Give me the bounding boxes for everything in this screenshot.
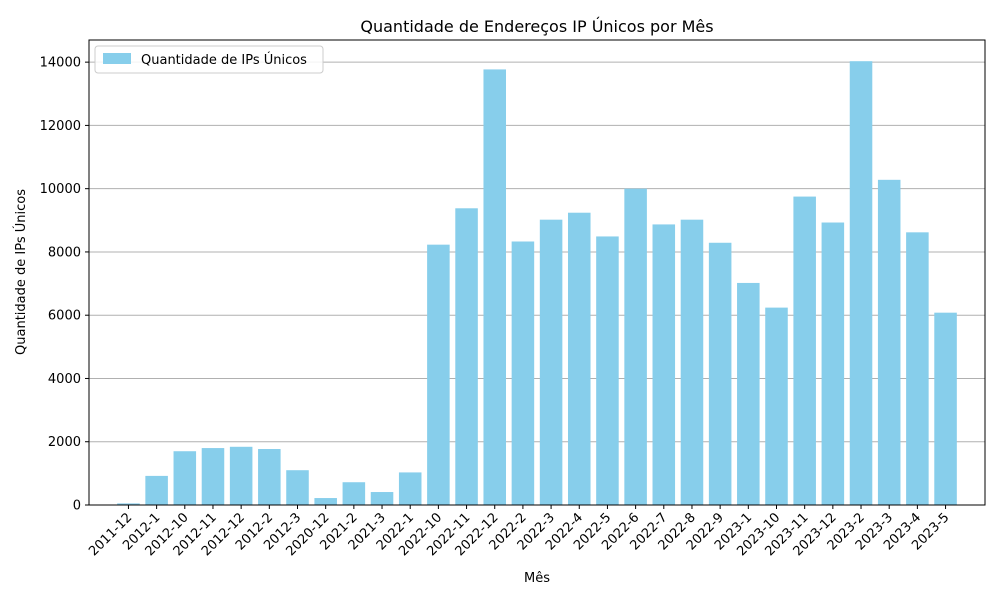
- chart-title: Quantidade de Endereços IP Únicos por Mê…: [360, 17, 713, 36]
- y-tick-label: 6000: [48, 309, 81, 324]
- bar: [906, 232, 929, 505]
- bar: [427, 244, 450, 505]
- bar: [455, 208, 478, 506]
- bar: [765, 307, 788, 505]
- x-axis: 2011-122012-12012-102012-112012-122012-2…: [86, 505, 952, 559]
- bar: [539, 219, 563, 505]
- bar: [229, 446, 253, 505]
- y-tick-label: 0: [73, 499, 81, 514]
- y-tick-label: 2000: [48, 435, 81, 450]
- bar: [398, 472, 422, 505]
- bar: [680, 219, 704, 505]
- y-tick-label: 10000: [40, 182, 81, 197]
- bar: [624, 188, 647, 505]
- bar: [877, 179, 901, 505]
- y-tick-label: 12000: [40, 119, 81, 134]
- plot-frame: [88, 39, 986, 506]
- bar: [567, 212, 591, 505]
- bar: [596, 236, 619, 505]
- bar: [286, 470, 309, 505]
- y-tick-label: 8000: [48, 245, 81, 260]
- y-tick-label: 14000: [40, 56, 81, 71]
- bar: [117, 503, 140, 505]
- bar: [201, 448, 225, 505]
- bar: [737, 282, 760, 505]
- bar: [258, 449, 281, 505]
- bar: [708, 242, 732, 505]
- bar: [173, 451, 197, 505]
- legend-swatch: [103, 53, 131, 64]
- bar: [145, 475, 168, 505]
- bar: [483, 69, 507, 505]
- y-tick-label: 4000: [48, 372, 81, 387]
- x-axis-title: Mês: [524, 571, 550, 586]
- legend-box: [94, 45, 324, 74]
- bar: [821, 222, 845, 506]
- bar: [342, 482, 366, 505]
- y-axis: 0 2000 4000 6000 8000 10000 12000 14000: [40, 56, 89, 514]
- bars-layer: [117, 61, 957, 506]
- y-axis-title: Quantidade de IPs Únicos: [13, 189, 29, 355]
- bar: [793, 196, 816, 505]
- legend-label: Quantidade de IPs Únicos: [141, 52, 307, 68]
- bar: [511, 241, 535, 505]
- bar: [314, 498, 337, 505]
- bar: [934, 312, 957, 505]
- bar: [652, 224, 676, 505]
- legend: Quantidade de IPs Únicos: [94, 45, 324, 74]
- bar: [370, 492, 394, 505]
- bar: [849, 61, 873, 505]
